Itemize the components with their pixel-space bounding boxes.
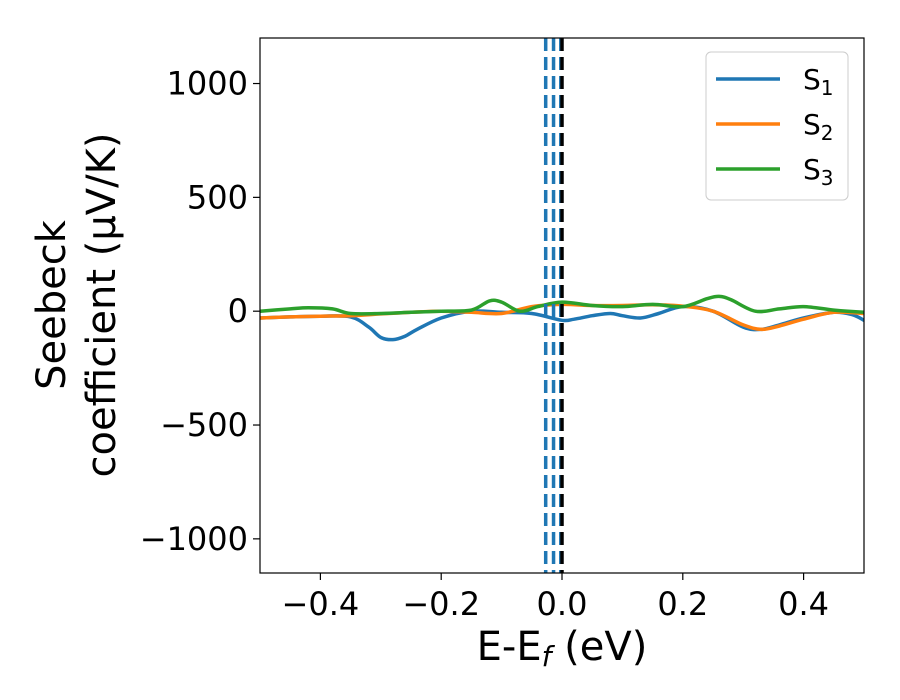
x-tick-label: 0.4 (778, 585, 829, 623)
legend-items: S1 S2 S3 (716, 63, 834, 190)
series-line-s3 (260, 294, 864, 316)
y-tick-label: 0 (228, 292, 248, 330)
y-axis: −1000 −500 0 500 1000 (140, 65, 260, 558)
y-tick-label: −1000 (140, 520, 248, 558)
legend-label-s1: S1 (803, 63, 834, 100)
legend-label-s3: S3 (803, 153, 834, 190)
x-axis: −0.4 −0.2 0.0 0.2 0.4 (282, 573, 829, 623)
y-axis-label-line2: coefficient (μV/K) (79, 133, 125, 478)
legend-box (705, 51, 849, 201)
x-tick-label: −0.2 (402, 585, 480, 623)
x-axis-label: E-Ef (eV) (477, 624, 648, 673)
x-tick-label: 0.2 (657, 585, 708, 623)
y-axis-label: Seebeck coefficient (μV/K) (29, 133, 125, 478)
legend: S1 S2 S3 (705, 51, 849, 201)
legend-label-s2: S2 (803, 108, 834, 145)
x-tick-label: 0.0 (537, 585, 588, 623)
series-layer (260, 294, 864, 342)
y-tick-label: −500 (160, 406, 248, 444)
y-axis-label-line1: Seebeck (29, 219, 75, 390)
y-tick-label: 500 (187, 178, 248, 216)
x-tick-label: −0.4 (282, 585, 360, 623)
vline-layer (543, 38, 564, 573)
x-axis-label-main: E-E (477, 624, 542, 670)
x-axis-label-unit: (eV) (551, 624, 647, 670)
y-tick-label: 1000 (167, 65, 248, 103)
